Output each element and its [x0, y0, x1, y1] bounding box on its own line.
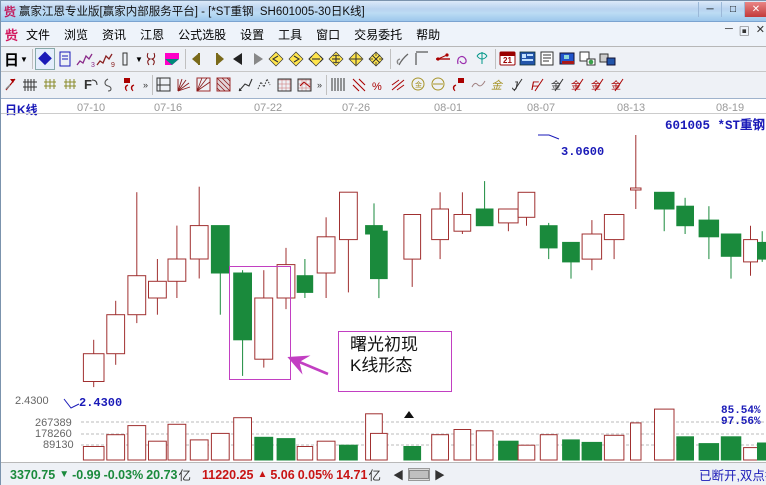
svg-text:%: % — [372, 81, 382, 93]
svg-text:金: 金 — [415, 80, 422, 89]
svg-text:金: 金 — [491, 79, 504, 92]
svg-text:21: 21 — [503, 56, 512, 65]
svg-text:F: F — [84, 77, 92, 92]
svg-text:◆: ◆ — [38, 51, 52, 67]
